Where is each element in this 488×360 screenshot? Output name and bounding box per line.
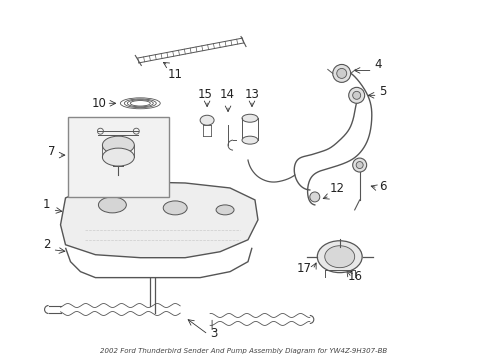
- Text: 15: 15: [197, 88, 212, 101]
- Text: 12: 12: [329, 182, 344, 195]
- Text: 7: 7: [48, 145, 56, 158]
- Text: 3: 3: [210, 327, 217, 341]
- Ellipse shape: [98, 197, 126, 213]
- Circle shape: [336, 68, 346, 78]
- Ellipse shape: [242, 136, 258, 144]
- Text: 14: 14: [219, 88, 234, 101]
- Ellipse shape: [216, 205, 234, 215]
- Text: 11: 11: [167, 68, 183, 81]
- FancyBboxPatch shape: [67, 117, 169, 197]
- Text: 8: 8: [93, 131, 100, 144]
- Text: 10: 10: [91, 97, 106, 110]
- Text: 16: 16: [346, 270, 362, 283]
- Polygon shape: [61, 182, 258, 258]
- Text: 4: 4: [374, 58, 381, 71]
- Ellipse shape: [163, 201, 187, 215]
- Ellipse shape: [324, 246, 354, 268]
- Circle shape: [309, 192, 319, 202]
- Text: 6: 6: [379, 180, 386, 193]
- Ellipse shape: [317, 241, 362, 273]
- Ellipse shape: [102, 136, 134, 154]
- Ellipse shape: [200, 115, 214, 125]
- Text: 1: 1: [43, 198, 50, 211]
- Text: 2002 Ford Thunderbird Sender And Pump Assembly Diagram for YW4Z-9H307-BB: 2002 Ford Thunderbird Sender And Pump As…: [100, 348, 387, 354]
- Text: 2: 2: [43, 238, 50, 251]
- Text: 17: 17: [296, 262, 311, 275]
- Circle shape: [352, 158, 366, 172]
- Text: 13: 13: [244, 88, 259, 101]
- Ellipse shape: [242, 114, 258, 122]
- Text: 9: 9: [93, 143, 100, 156]
- Ellipse shape: [102, 148, 134, 166]
- Circle shape: [355, 162, 363, 168]
- Circle shape: [352, 91, 360, 99]
- Text: 5: 5: [379, 85, 386, 98]
- Circle shape: [348, 87, 364, 103]
- Circle shape: [332, 64, 350, 82]
